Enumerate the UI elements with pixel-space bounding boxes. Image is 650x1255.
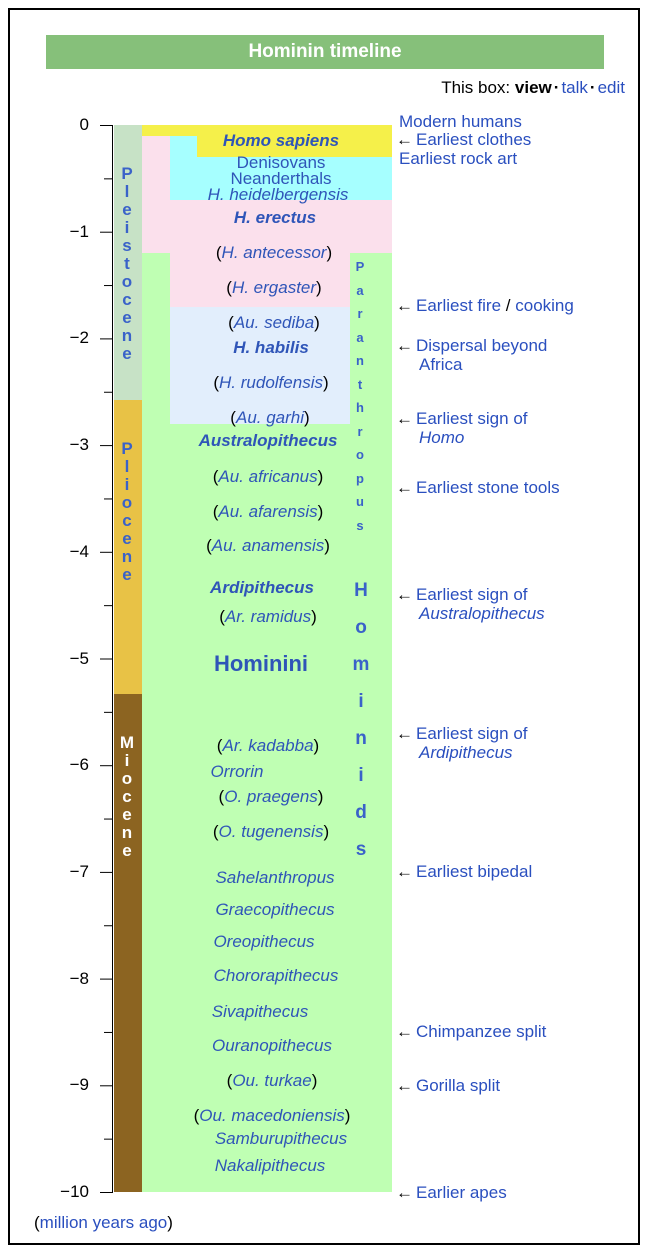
taxon-ouranopithecus[interactable]: Ouranopithecus [211, 1036, 333, 1055]
taxon-africanus[interactable]: (Au. africanus) [212, 467, 324, 486]
tick-label: −7 [69, 861, 89, 881]
tick-label: −2 [69, 328, 89, 348]
taxon-sediba[interactable]: (Au. sediba) [228, 313, 320, 332]
taxon-australopithecus[interactable]: Australopithecus [198, 431, 338, 450]
event-earliest-bipedal[interactable]: ← Earliest bipedal [396, 862, 533, 881]
navbox-links: This box: view · talk · edit [441, 78, 625, 98]
navbox-sep: · [553, 78, 560, 97]
taxon-tugenensis[interactable]: (O. tugenensis) [212, 822, 330, 841]
taxon-ergaster[interactable]: (H. ergaster) [226, 278, 322, 297]
taxon-ardipithecus[interactable]: Ardipithecus [210, 578, 314, 597]
tick-label: −5 [69, 648, 89, 668]
event-chimpanzee-split[interactable]: ← Chimpanzee split [396, 1022, 547, 1041]
region-habilis-left [170, 307, 196, 338]
taxon-antecessor[interactable]: (H. antecessor) [215, 243, 333, 262]
tick-label: −4 [69, 541, 89, 561]
axis-ticks [100, 125, 113, 1193]
event-earliest-ardipithecus[interactable]: ← Earliest sign of Ardipithecus [396, 724, 528, 762]
event-earliest-stone-tools[interactable]: ← Earliest stone tools [396, 478, 560, 497]
taxon-ramidus[interactable]: (Ar. ramidus) [219, 607, 317, 626]
taxon-kadabba[interactable]: (Ar. kadabba) [216, 736, 320, 755]
epoch-pleistocene[interactable] [114, 125, 142, 401]
taxon-samburupithecus[interactable]: Samburupithecus [214, 1129, 348, 1148]
taxon-habilis[interactable]: H. habilis [233, 338, 309, 357]
taxon-orrorin[interactable]: Orrorin [210, 762, 264, 781]
navbox-prefix: This box: [441, 78, 511, 97]
epoch-miocene[interactable] [114, 693, 142, 1192]
tick-label: −10 [60, 1182, 89, 1201]
event-modern-humans[interactable]: Modern humans [399, 112, 522, 131]
event-earlier-apes[interactable]: ← Earlier apes [396, 1183, 507, 1202]
event-earliest-homo[interactable]: ← Earliest sign of Homo [396, 409, 528, 447]
taxon-heidelbergensis[interactable]: H. heidelbergensis [207, 185, 349, 204]
taxon-sivapithecus[interactable]: Sivapithecus [211, 1002, 309, 1021]
navbox-sep: · [589, 78, 596, 97]
event-earliest-australopithecus[interactable]: ← Earliest sign of Australopithecus [396, 585, 545, 623]
units-caption: (million years ago) [34, 1213, 173, 1232]
tick-label: −1 [69, 221, 89, 241]
taxon-homo-sapiens[interactable]: Homo sapiens [222, 131, 340, 150]
taxon-neanderthals[interactable]: Neanderthals [230, 169, 332, 188]
taxon-turkae[interactable]: (Ou. turkae) [226, 1071, 318, 1090]
edit-link[interactable]: edit [597, 78, 625, 97]
taxon-erectus[interactable]: H. erectus [233, 208, 317, 227]
taxon-anamensis[interactable]: (Au. anamensis) [206, 536, 330, 555]
tick-label: −3 [69, 435, 89, 455]
region-sediba [196, 307, 350, 338]
taxon-nakalipithecus[interactable]: Nakalipithecus [214, 1156, 326, 1175]
event-dispersal[interactable]: ← Dispersal beyond Africa [396, 336, 548, 374]
region-habilis [170, 338, 350, 424]
taxon-praegens[interactable]: (O. praegens) [218, 787, 324, 806]
taxon-rudolfensis[interactable]: (H. rudolfensis) [213, 373, 329, 392]
tick-label: 0 [79, 115, 89, 134]
event-earliest-fire[interactable]: ← Earliest fire / cooking [396, 296, 574, 315]
taxon-macedoniensis[interactable]: (Ou. macedoniensis) [193, 1106, 351, 1125]
epoch-pliocene[interactable] [114, 400, 142, 694]
taxon-graecopithecus[interactable]: Graecopithecus [215, 900, 335, 919]
timeline-title: Hominin timeline [46, 35, 604, 69]
taxon-sahelanthropus[interactable]: Sahelanthropus [215, 868, 335, 887]
taxon-afarensis[interactable]: (Au. afarensis) [212, 502, 324, 521]
event-earliest-rock-art[interactable]: Earliest rock art [399, 149, 518, 168]
million-years-ago-link[interactable]: million years ago [39, 1213, 168, 1232]
taxon-denisovans[interactable]: Denisovans [236, 153, 326, 172]
tick-label: −8 [69, 968, 89, 988]
taxon-garhi[interactable]: (Au. garhi) [230, 408, 310, 427]
taxon-oreopithecus[interactable]: Oreopithecus [213, 932, 315, 951]
region-homo-sapiens-main [197, 125, 392, 157]
tick-label: −6 [69, 755, 89, 775]
view-link[interactable]: view [514, 78, 552, 97]
tick-label: −9 [69, 1075, 89, 1095]
talk-link[interactable]: talk [561, 78, 588, 97]
event-earliest-clothes[interactable]: ← Earliest clothes [396, 130, 532, 149]
taxon-chororapithecus[interactable]: Chororapithecus [213, 966, 339, 985]
event-gorilla-split[interactable]: ← Gorilla split [396, 1076, 501, 1095]
taxon-hominini[interactable]: Hominini [213, 651, 309, 676]
